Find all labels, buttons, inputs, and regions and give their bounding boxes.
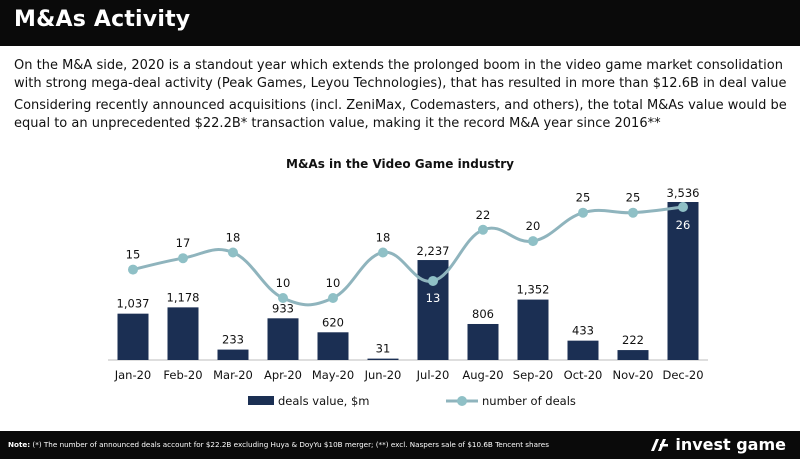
x-tick-Dec-20: Dec-20 (662, 368, 703, 382)
bar-label-Apr-20: 933 (272, 301, 294, 315)
bar-label-May-20: 620 (322, 315, 344, 329)
legend-line-marker (457, 396, 467, 406)
bar-Jan-20 (117, 313, 149, 360)
line-label-Jul-20: 13 (426, 291, 441, 305)
x-tick-Jul-20: Jul-20 (416, 368, 450, 382)
brand-name: invest game (675, 435, 786, 454)
line-label-May-20: 10 (326, 276, 341, 290)
bar-Aug-20 (467, 323, 499, 360)
x-tick-Apr-20: Apr-20 (264, 368, 302, 382)
bar-label-Sep-20: 1,352 (517, 283, 550, 297)
bar-Oct-20 (567, 340, 599, 360)
chart-title: M&As in the Video Game industry (286, 157, 514, 171)
bar-label-Mar-20: 233 (222, 333, 244, 347)
line-label-Nov-20: 25 (626, 191, 641, 205)
x-tick-Nov-20: Nov-20 (613, 368, 654, 382)
x-tick-Mar-20: Mar-20 (213, 368, 253, 382)
bar-label-Oct-20: 433 (572, 324, 594, 338)
line-label-Dec-20: 26 (676, 218, 691, 232)
bar-label-Jul-20: 2,237 (417, 244, 450, 258)
deals-count-point-Sep-20 (528, 236, 538, 247)
footer-bar: Note: (*) The number of announced deals … (0, 431, 800, 459)
line-label-Jun-20: 18 (376, 231, 391, 245)
bar-Dec-20 (667, 202, 699, 360)
footnote-text: (*) The number of announced deals accoun… (30, 440, 549, 449)
brand-logo-icon (651, 438, 669, 451)
bar-label-Jan-20: 1,037 (117, 297, 150, 311)
bar-Feb-20 (167, 307, 199, 360)
deals-count-point-Aug-20 (478, 224, 488, 235)
bar-label-Dec-20: 3,536 (667, 186, 700, 200)
bar-Mar-20 (217, 349, 249, 360)
bar-Apr-20 (267, 318, 299, 360)
x-tick-Feb-20: Feb-20 (163, 368, 202, 382)
legend-bar-label: deals value, $m (278, 394, 370, 408)
deals-count-point-Jul-20 (428, 275, 438, 286)
legend-bar-swatch (248, 396, 274, 405)
x-tick-Aug-20: Aug-20 (462, 368, 503, 382)
bar-Nov-20 (617, 350, 649, 360)
deals-count-point-Jan-20 (128, 264, 138, 275)
line-label-Oct-20: 25 (576, 191, 591, 205)
deals-count-point-Apr-20 (278, 293, 288, 303)
bar-May-20 (317, 332, 349, 360)
bar-Jun-20 (367, 358, 399, 360)
chart: 1,037 1,178233933620312,2378061,352433222… (108, 186, 708, 408)
bar-label-Feb-20: 1,178 (167, 290, 200, 304)
deals-count-point-Feb-20 (178, 253, 188, 264)
x-tick-Jan-20: Jan-20 (114, 368, 152, 382)
line-label-Sep-20: 20 (526, 219, 541, 233)
deals-count-point-Nov-20 (628, 207, 638, 218)
deals-count-line (132, 205, 684, 307)
bar-Sep-20 (517, 299, 549, 360)
deals-count-point-May-20 (328, 293, 338, 303)
line-label-Feb-20: 17 (176, 236, 191, 250)
header-bar: M&As Activity (0, 0, 800, 46)
deals-count-point-Mar-20 (228, 247, 238, 258)
bar-label-Jun-20: 31 (376, 342, 391, 356)
paragraph-1: On the M&A side, 2020 is a standout year… (14, 58, 787, 91)
legend-line-label: number of deals (482, 394, 576, 408)
deals-count-point-Jun-20 (378, 247, 388, 258)
line-label-Jan-20: 15 (126, 248, 141, 262)
deals-count-point-Oct-20 (578, 207, 588, 218)
footnote-label: Note: (8, 440, 31, 449)
line-label-Apr-20: 10 (276, 276, 291, 290)
footnote: Note: (*) The number of announced deals … (8, 440, 549, 449)
page-title: M&As Activity (14, 7, 191, 32)
bar-label-Nov-20: 222 (622, 333, 644, 347)
deals-count-point-Dec-20 (678, 202, 688, 212)
x-tick-Sep-20: Sep-20 (513, 368, 553, 382)
paragraph-2: Considering recently announced acquisiti… (14, 98, 787, 131)
brand: invest game (649, 435, 786, 454)
x-tick-Oct-20: Oct-20 (564, 368, 603, 382)
bar-label-Aug-20: 806 (472, 307, 494, 321)
line-label-Mar-20: 18 (226, 231, 241, 245)
line-label-Aug-20: 22 (476, 208, 491, 222)
x-tick-Jun-20: Jun-20 (364, 368, 402, 382)
x-tick-May-20: May-20 (312, 368, 354, 382)
